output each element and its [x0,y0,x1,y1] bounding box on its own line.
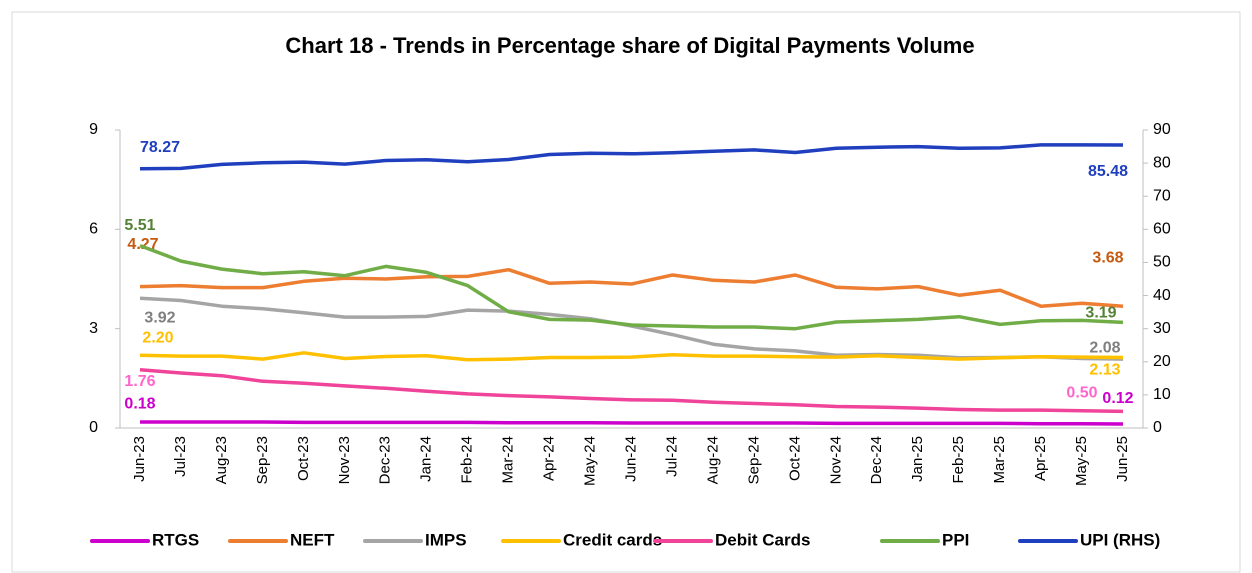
x-tick-label: Jul-24 [663,436,680,477]
x-tick-label: Nov-24 [827,436,844,484]
y2-tick-label: 70 [1153,187,1171,204]
x-tick-label: Sep-23 [254,436,271,484]
x-tick-label: Mar-25 [991,436,1008,484]
legend-label: Credit cards [563,530,662,549]
y2-tick-label: 50 [1153,254,1171,271]
data-label: 1.76 [124,373,155,390]
y2-tick-label: 0 [1153,419,1162,436]
x-tick-label: Dec-23 [377,436,394,484]
data-label: 3.68 [1092,249,1123,266]
data-label: 78.27 [140,139,180,156]
series-line [139,143,1124,171]
x-tick-label: Apr-24 [541,436,558,481]
x-tick-label: Jan-25 [909,436,926,482]
legend-label: Debit Cards [715,530,810,549]
series-line [139,243,1124,331]
legend-label: UPI (RHS) [1080,530,1160,549]
x-tick-label: Feb-24 [459,436,476,484]
x-tick-label: May-25 [1073,436,1090,486]
x-tick-label: Sep-24 [745,436,762,484]
x-tick-label: Dec-24 [868,436,885,484]
x-tick-label: Jun-25 [1114,436,1131,482]
data-label: 85.48 [1088,163,1128,180]
y2-tick-label: 30 [1153,320,1171,337]
x-tick-label: Jan-24 [418,436,435,482]
data-label: 2.13 [1089,362,1120,379]
y2-tick-label: 20 [1153,353,1171,370]
y2-tick-label: 80 [1153,154,1171,171]
x-tick-label: Oct-23 [295,436,312,481]
data-label: 3.19 [1085,305,1116,322]
y-tick-label: 0 [89,419,98,436]
chart-title: Chart 18 - Trends in Percentage share of… [285,33,974,58]
data-label: 2.08 [1089,339,1120,356]
y-tick-label: 9 [89,121,98,138]
y-tick-label: 6 [89,221,98,238]
y2-tick-label: 60 [1153,221,1171,238]
legend-label: RTGS [152,530,199,549]
data-label: 5.51 [124,217,155,234]
x-tick-label: Aug-24 [704,436,721,484]
x-tick-label: Nov-23 [336,436,353,484]
series-line [140,420,1124,426]
data-label: 0.12 [1102,390,1133,407]
data-label: 0.18 [124,395,155,412]
x-tick-label: Feb-25 [950,436,967,484]
data-label: 2.20 [142,329,173,346]
chart-border [11,11,1241,573]
y2-tick-label: 10 [1153,386,1171,403]
data-label: 3.92 [144,309,175,326]
x-tick-label: Mar-24 [500,436,517,484]
legend-label: IMPS [425,530,467,549]
series-line [139,367,1124,414]
x-tick-label: May-24 [582,436,599,486]
y2-tick-label: 40 [1153,287,1171,304]
legend-label: PPI [942,530,969,549]
x-tick-label: Jun-23 [131,436,148,482]
x-tick-label: Apr-25 [1032,436,1049,481]
x-tick-label: Jun-24 [622,436,639,482]
x-tick-label: Oct-24 [786,436,803,481]
series-line [139,351,1124,362]
y2-tick-label: 90 [1153,121,1171,138]
data-label: 0.50 [1066,385,1097,402]
x-tick-label: Aug-23 [213,436,230,484]
legend-label: NEFT [290,530,335,549]
series-line [139,267,1124,308]
x-tick-label: Jul-23 [172,436,189,477]
y-tick-label: 3 [89,320,98,337]
